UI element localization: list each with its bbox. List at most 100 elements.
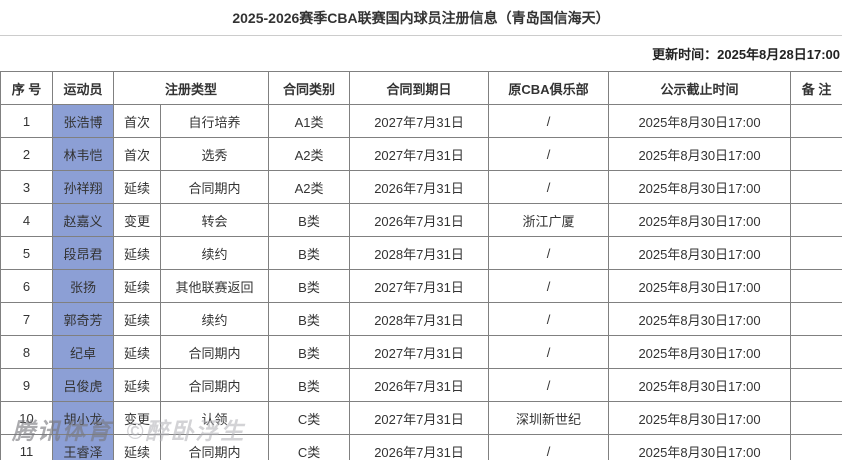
cell-remark [790, 203, 842, 237]
cell-remark [790, 104, 842, 138]
cell-deadline: 2025年8月30日17:00 [608, 302, 792, 336]
cell-deadline: 2025年8月30日17:00 [608, 104, 792, 138]
cell-reg-type: 延续 [113, 236, 161, 270]
cell-former-club: / [488, 434, 610, 460]
cell-deadline: 2025年8月30日17:00 [608, 368, 792, 402]
cell-no: 1 [0, 104, 53, 138]
cell-reg-detail: 其他联赛返回 [159, 269, 270, 303]
cell-reg-type: 延续 [113, 302, 161, 336]
cell-contract-class: C类 [268, 401, 351, 435]
cell-reg-type: 变更 [113, 401, 161, 435]
table-row: 2 林韦恺 首次 选秀 A2类 2027年7月31日/2025年8月30日17:00 [0, 137, 842, 171]
cell-contract-class: C类 [268, 434, 351, 460]
cell-reg-type: 延续 [113, 368, 161, 402]
cell-reg-detail: 转会 [159, 203, 270, 237]
cell-reg-detail: 续约 [159, 302, 270, 336]
table-row: 11 王睿泽 延续 合同期内 C类 2026年7月31日/2025年8月30日17:00 [0, 434, 842, 460]
cell-former-club: / [488, 170, 610, 204]
cell-player-name: 纪卓 [52, 335, 114, 369]
cell-deadline: 2025年8月30日17:00 [608, 137, 792, 171]
cell-reg-detail: 合同期内 [159, 368, 270, 402]
cell-reg-detail: 续约 [159, 236, 270, 270]
cell-remark [790, 401, 842, 435]
cell-reg-type: 延续 [113, 269, 161, 303]
cell-reg-detail: 认领 [159, 401, 270, 435]
header-row: 序 号 运动员 注册类型 合同类别 合同到期日 原CBA俱乐部 公示截止时间 备… [0, 71, 842, 105]
registration-table: 序 号 运动员 注册类型 合同类别 合同到期日 原CBA俱乐部 公示截止时间 备… [0, 71, 842, 460]
cell-player-name: 赵嘉义 [52, 203, 114, 237]
cell-contract-end: 2026年7月31日 [349, 368, 490, 402]
header-no: 序 号 [0, 71, 53, 105]
table-row: 7 郭奇芳 延续 续约 B类 2028年7月31日/2025年8月30日17:00 [0, 302, 842, 336]
cell-contract-class: B类 [268, 269, 351, 303]
table-row: 10 胡小龙 变更 认领 C类 2027年7月31日 深圳新世纪 2025年8月30日17:0… [0, 401, 842, 435]
cell-contract-class: A1类 [268, 104, 351, 138]
update-time: 更新时间：2025年8月28日17:00 [652, 47, 840, 62]
cell-reg-type: 首次 [113, 137, 161, 171]
cell-reg-type: 首次 [113, 104, 161, 138]
header-reg-type: 注册类型 [112, 71, 270, 105]
cell-contract-class: B类 [268, 302, 351, 336]
cell-contract-end: 2026年7月31日 [349, 170, 490, 204]
cell-contract-end: 2026年7月31日 [349, 434, 490, 460]
page-title: 2025-2026赛季CBA联赛国内球员注册信息（青岛国信海天） [0, 0, 842, 36]
cell-contract-end: 2027年7月31日 [349, 401, 490, 435]
cell-player-name: 张扬 [52, 269, 114, 303]
cell-contract-class: B类 [268, 203, 351, 237]
cell-remark [790, 368, 842, 402]
cell-player-name: 段昂君 [52, 236, 114, 270]
cell-deadline: 2025年8月30日17:00 [608, 203, 792, 237]
cell-no: 11 [0, 434, 53, 460]
cell-reg-type: 延续 [113, 170, 161, 204]
cell-no: 10 [0, 401, 53, 435]
cell-no: 2 [0, 137, 53, 171]
cell-reg-type: 延续 [113, 434, 161, 460]
cell-contract-class: A2类 [268, 170, 351, 204]
cell-deadline: 2025年8月30日17:00 [608, 236, 792, 270]
cell-remark [790, 302, 842, 336]
cell-deadline: 2025年8月30日17:00 [608, 170, 792, 204]
table-body: 1 张浩博 首次 自行培养 A1类 2027年7月31日/2025年8月30日17:00 2… [0, 104, 842, 460]
cell-contract-end: 2028年7月31日 [349, 302, 490, 336]
cell-remark [790, 434, 842, 460]
cell-no: 5 [0, 236, 53, 270]
table-row: 9 吕俊虎 延续 合同期内 B类 2026年7月31日/2025年8月30日17:00 [0, 368, 842, 402]
cell-player-name: 郭奇芳 [52, 302, 114, 336]
cell-reg-detail: 合同期内 [159, 335, 270, 369]
cell-deadline: 2025年8月30日17:00 [608, 401, 792, 435]
cell-player-name: 吕俊虎 [52, 368, 114, 402]
table-row: 4 赵嘉义 变更 转会 B类 2026年7月31日 浙江广厦 2025年8月30日17:00 [0, 203, 842, 237]
table-row: 5 段昂君 延续 续约 B类 2028年7月31日/2025年8月30日17:00 [0, 236, 842, 270]
cell-no: 3 [0, 170, 53, 204]
cell-no: 4 [0, 203, 53, 237]
cell-player-name: 孙祥翔 [52, 170, 114, 204]
cell-former-club: 浙江广厦 [488, 203, 610, 237]
cell-no: 7 [0, 302, 53, 336]
cell-former-club: / [488, 137, 610, 171]
cell-reg-type: 延续 [113, 335, 161, 369]
cell-contract-end: 2028年7月31日 [349, 236, 490, 270]
header-former-club: 原CBA俱乐部 [488, 71, 610, 105]
cell-remark [790, 269, 842, 303]
header-player: 运动员 [52, 71, 114, 105]
header-remark: 备 注 [790, 71, 842, 105]
cell-reg-detail: 合同期内 [159, 170, 270, 204]
cell-player-name: 胡小龙 [52, 401, 114, 435]
cell-former-club: / [488, 104, 610, 138]
header-contract-end: 合同到期日 [349, 71, 490, 105]
cell-remark [790, 335, 842, 369]
cell-reg-detail: 自行培养 [159, 104, 270, 138]
cell-former-club: / [488, 269, 610, 303]
cell-deadline: 2025年8月30日17:00 [608, 434, 792, 460]
cell-contract-class: B类 [268, 236, 351, 270]
cell-player-name: 张浩博 [52, 104, 114, 138]
cell-deadline: 2025年8月30日17:00 [608, 335, 792, 369]
table-row: 1 张浩博 首次 自行培养 A1类 2027年7月31日/2025年8月30日17:00 [0, 104, 842, 138]
cell-no: 9 [0, 368, 53, 402]
cell-no: 8 [0, 335, 53, 369]
cell-player-name: 林韦恺 [52, 137, 114, 171]
cell-contract-end: 2027年7月31日 [349, 104, 490, 138]
cell-former-club: 深圳新世纪 [488, 401, 610, 435]
table-header: 序 号 运动员 注册类型 合同类别 合同到期日 原CBA俱乐部 公示截止时间 备… [0, 71, 842, 105]
